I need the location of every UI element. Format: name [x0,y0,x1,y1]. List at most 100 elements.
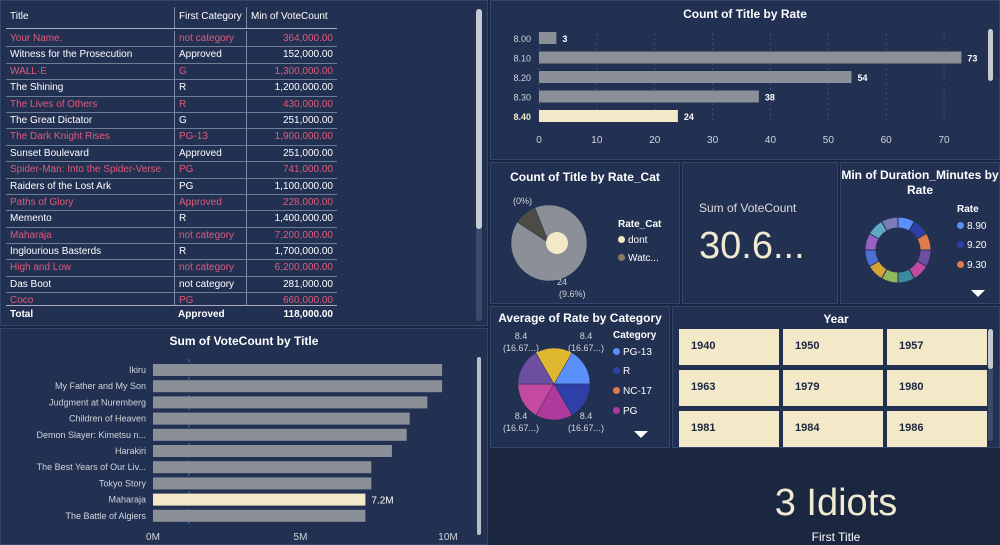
legend-label: 9.30 [967,260,987,271]
pie-legend-watch[interactable]: Watc... [618,253,659,264]
avg-legend-pg[interactable]: PG [613,406,637,417]
year-option-1981[interactable]: 1981 [679,411,779,447]
table-body: Your Name. not category 364,000.00 Witness … [6,31,337,305]
table-row[interactable]: Memento R 1,400,000.00 [6,211,337,228]
year-option-1980[interactable]: 1980 [887,370,987,406]
bar-8[interactable] [153,493,366,506]
data-label: 24 [684,112,694,122]
slice-i[interactable] [880,216,899,232]
header-first-category[interactable]: First Category [174,7,246,28]
slice-f[interactable] [535,347,573,385]
header-title[interactable]: Title [10,11,29,22]
y-tick-label: 8.20 [513,73,531,83]
bar-7[interactable] [153,477,372,490]
vc-chart-scrollbar-thumb[interactable] [477,357,481,535]
table-row[interactable]: Witness for the Prosecution Approved 152,0… [6,47,337,64]
bar-8.00[interactable] [539,32,557,44]
table-row[interactable]: High and Low not category 6,200,000.00 [6,260,337,277]
donut-legend-920[interactable]: 9.20 [957,240,986,251]
x-tick-label: 0M [146,532,160,543]
pie-data-label: (16.67...) [503,343,539,353]
total-category: Approved [178,309,225,320]
data-label: 54 [857,73,867,83]
cell-title: The Great Dictator [10,114,93,126]
table-row[interactable]: The Shining R 1,200,000.00 [6,80,337,97]
table-row[interactable]: Coco PG 660,000.00 [6,293,337,305]
cell-category: R [174,96,246,112]
slice-Watc...[interactable] [516,207,550,244]
cell-votes: 251,000.00 [246,145,337,162]
year-option-1950[interactable]: 1950 [783,329,883,365]
year-slicer-scrollbar[interactable] [988,329,993,441]
bar-9[interactable] [153,509,366,522]
table-row[interactable]: Maharaja not category 7,200,000.00 [6,227,337,245]
bar-2[interactable] [153,396,428,409]
table-row[interactable]: Your Name. not category 364,000.00 [6,31,337,48]
cell-title: Sunset Boulevard [10,147,89,159]
pie-data-label: 8.4 [580,411,593,421]
y-tick-label: Children of Heaven [69,414,146,424]
vc-chart-scrollbar[interactable] [477,357,481,535]
bar-3[interactable] [153,412,410,425]
avg-legend-title: Category [613,330,657,341]
bar-5[interactable] [153,445,392,457]
donut-legend-930[interactable]: 9.30 [957,260,986,271]
avg-legend-nc17[interactable]: NC-17 [613,386,652,397]
year-option-1986[interactable]: 1986 [887,411,987,447]
avg-legend-r[interactable]: R [613,366,630,377]
total-votes: 118,000.00 [283,309,334,320]
bar-8.30[interactable] [539,90,759,103]
year-option-1963[interactable]: 1963 [679,370,779,406]
donut-legend-890[interactable]: 8.90 [957,221,986,232]
table-row[interactable]: Sunset Boulevard Approved 251,000.00 [6,145,337,163]
table-row[interactable]: Inglourious Basterds R 1,700,000.00 [6,244,337,261]
year-option-1984[interactable]: 1984 [783,411,883,447]
year-option-1979[interactable]: 1979 [783,370,883,406]
legend-dot-icon [613,367,620,374]
cell-category: not category [174,276,246,293]
legend-dot-icon [957,261,964,268]
cell-votes: 281,000.00 [246,276,337,293]
year-option-1957[interactable]: 1957 [887,329,987,365]
cell-category: not category [174,31,246,47]
table-row[interactable]: Paths of Glory Approved 228,000.00 [6,194,337,212]
year-slicer-title: Year [823,312,849,326]
bar-8.10[interactable] [539,51,962,64]
table-row[interactable]: The Great Dictator G 251,000.00 [6,112,337,130]
y-tick-label: The Battle of Algiers [65,511,146,521]
cell-category: not category [174,260,246,276]
rate-chart-scrollbar-thumb[interactable] [988,29,993,81]
avg-legend-pg13[interactable]: PG-13 [613,347,652,358]
year-option-1940[interactable]: 1940 [679,329,779,365]
table-row[interactable]: Spider-Man: Into the Spider-Verse PG 741,0… [6,162,337,179]
pie-data-label: 8.4 [580,331,593,341]
duration-donut-chart: Min of Duration_Minutes by Rate Rate 8.9… [840,162,1000,304]
cell-category: Approved [174,47,246,63]
table-row[interactable]: The Dark Knight Rises PG-13 1,900,000.00 [6,129,337,146]
header-min-votecount[interactable]: Min of VoteCount [246,7,337,28]
table-scrollbar-thumb[interactable] [476,9,482,229]
cell-title: Maharaja [10,229,52,241]
bar-8.20[interactable] [539,71,852,83]
table-scrollbar[interactable] [476,9,482,321]
bar-8.40[interactable] [539,110,678,122]
year-slicer-scrollbar-thumb[interactable] [988,329,993,369]
table-row[interactable]: WALL·E G 1,300,000.00 [6,63,337,81]
pie-legend-dont[interactable]: dont [618,235,647,246]
table-row[interactable]: Das Boot not category 281,000.00 [6,276,337,294]
cell-title: WALL·E [10,65,47,77]
bar-4[interactable] [153,428,407,441]
legend-more-arrow-icon[interactable] [971,290,985,297]
bar-0[interactable] [153,364,443,376]
bar-1[interactable] [153,380,443,393]
bar-6[interactable] [153,461,372,474]
rate-chart-scrollbar[interactable] [988,29,993,81]
table-row[interactable]: Raiders of the Lost Ark PG 1,100,000.00 [6,178,337,195]
legend-more-arrow-icon[interactable] [634,431,648,438]
votecount-by-title-chart: Sum of VoteCount by Title 0M 5M 10M Ikiru My… [0,328,488,545]
y-tick-label: 8.40 [513,112,531,122]
cell-title: Paths of Glory [10,196,74,208]
cell-title: High and Low [10,262,72,274]
table-header: Title First Category Min of VoteCount [6,7,337,29]
table-row[interactable]: The Lives of Others R 430,000.00 [6,96,337,113]
